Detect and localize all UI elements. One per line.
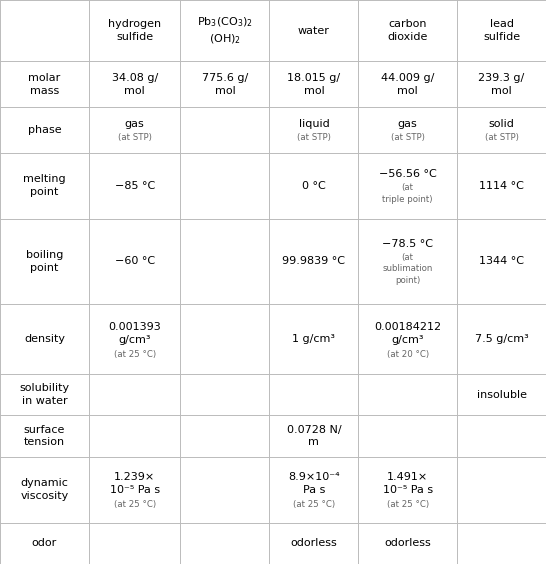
Text: solubility
in water: solubility in water — [20, 384, 69, 406]
Text: (at STP): (at STP) — [391, 133, 425, 142]
Text: 1 g/cm³: 1 g/cm³ — [293, 334, 335, 344]
Text: Pb$_3$(CO$_3$)$_2$
(OH)$_2$: Pb$_3$(CO$_3$)$_2$ (OH)$_2$ — [197, 15, 253, 46]
Text: gas: gas — [398, 119, 418, 129]
Text: 1.239×
10⁻⁵ Pa s: 1.239× 10⁻⁵ Pa s — [110, 473, 160, 495]
Text: (at
triple point): (at triple point) — [382, 183, 433, 204]
Text: carbon
dioxide: carbon dioxide — [388, 19, 428, 42]
Text: boiling
point: boiling point — [26, 250, 63, 273]
Text: (at 20 °C): (at 20 °C) — [387, 350, 429, 359]
Text: 239.3 g/
mol: 239.3 g/ mol — [478, 73, 525, 96]
Text: 0.00184212
g/cm³: 0.00184212 g/cm³ — [374, 322, 441, 345]
Text: (at 25 °C): (at 25 °C) — [114, 500, 156, 509]
Text: −85 °C: −85 °C — [115, 181, 155, 191]
Text: odorless: odorless — [384, 539, 431, 548]
Text: 0 °C: 0 °C — [302, 181, 326, 191]
Text: melting
point: melting point — [23, 174, 66, 197]
Text: (at
sublimation
point): (at sublimation point) — [383, 253, 433, 285]
Text: odorless: odorless — [290, 539, 337, 548]
Text: lead
sulfide: lead sulfide — [483, 19, 520, 42]
Text: water: water — [298, 25, 330, 36]
Text: (at STP): (at STP) — [118, 133, 152, 142]
Text: −78.5 °C: −78.5 °C — [382, 239, 433, 249]
Text: 1344 °C: 1344 °C — [479, 257, 524, 266]
Text: −56.56 °C: −56.56 °C — [379, 169, 437, 179]
Text: hydrogen
sulfide: hydrogen sulfide — [108, 19, 161, 42]
Text: gas: gas — [125, 119, 145, 129]
Text: 44.009 g/
mol: 44.009 g/ mol — [381, 73, 435, 96]
Text: 34.08 g/
mol: 34.08 g/ mol — [111, 73, 158, 96]
Text: 18.015 g/
mol: 18.015 g/ mol — [287, 73, 341, 96]
Text: (at 25 °C): (at 25 °C) — [387, 500, 429, 509]
Text: 99.9839 °C: 99.9839 °C — [282, 257, 346, 266]
Text: dynamic
viscosity: dynamic viscosity — [20, 478, 69, 501]
Text: (at STP): (at STP) — [484, 133, 519, 142]
Text: liquid: liquid — [299, 119, 329, 129]
Text: 8.9×10⁻⁴
Pa s: 8.9×10⁻⁴ Pa s — [288, 473, 340, 495]
Text: solid: solid — [489, 119, 514, 129]
Text: 1.491×
10⁻⁵ Pa s: 1.491× 10⁻⁵ Pa s — [383, 473, 433, 495]
Text: 1114 °C: 1114 °C — [479, 181, 524, 191]
Text: insoluble: insoluble — [477, 390, 526, 400]
Text: 0.0728 N/
m: 0.0728 N/ m — [287, 425, 341, 447]
Text: phase: phase — [28, 125, 61, 135]
Text: molar
mass: molar mass — [28, 73, 61, 96]
Text: (at 25 °C): (at 25 °C) — [293, 500, 335, 509]
Text: density: density — [24, 334, 65, 344]
Text: 7.5 g/cm³: 7.5 g/cm³ — [474, 334, 529, 344]
Text: (at STP): (at STP) — [297, 133, 331, 142]
Text: −60 °C: −60 °C — [115, 257, 155, 266]
Text: (at 25 °C): (at 25 °C) — [114, 350, 156, 359]
Text: 0.001393
g/cm³: 0.001393 g/cm³ — [108, 322, 161, 345]
Text: surface
tension: surface tension — [24, 425, 65, 447]
Text: 775.6 g/
mol: 775.6 g/ mol — [202, 73, 248, 96]
Text: odor: odor — [32, 539, 57, 548]
